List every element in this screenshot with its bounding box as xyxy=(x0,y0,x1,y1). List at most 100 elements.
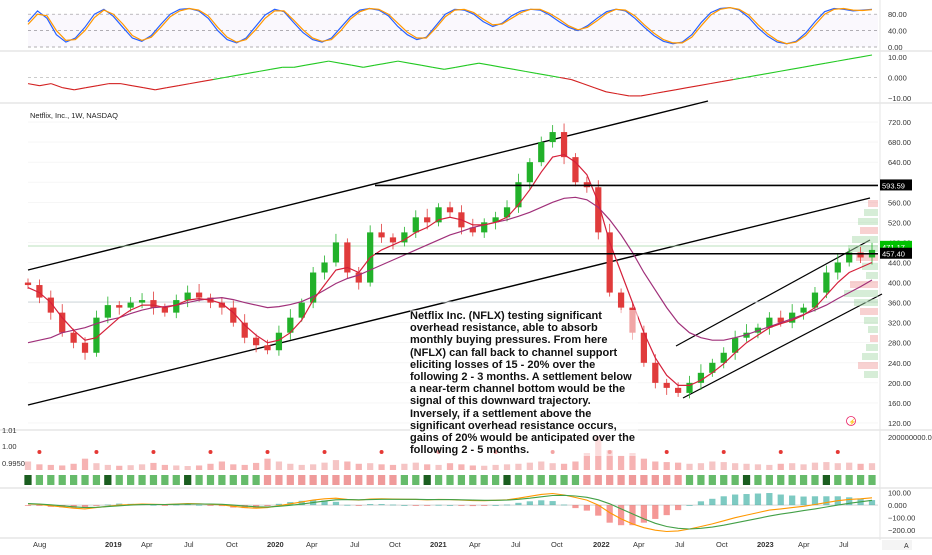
signal-strip-cell xyxy=(24,475,32,485)
volume-bar xyxy=(481,465,488,470)
signal-strip-cell xyxy=(138,475,146,485)
candle-body xyxy=(674,387,682,393)
momentum-segment xyxy=(409,62,422,66)
volume-bar xyxy=(116,465,123,470)
momentum-segment xyxy=(293,64,306,68)
macd-tick-label: 0.000 xyxy=(888,501,907,510)
volume-bar xyxy=(469,465,476,470)
macd-histogram-bar xyxy=(367,504,374,506)
volume-bar xyxy=(515,463,522,470)
momentum-segment xyxy=(663,89,676,93)
momentum-segment xyxy=(675,87,688,91)
symbol-label: Netflix, Inc., 1W, NASDAQ xyxy=(30,111,118,120)
volume-bar xyxy=(697,463,705,470)
momentum-segment xyxy=(814,62,826,66)
momentum-segment xyxy=(421,64,433,68)
volume-bar xyxy=(104,464,111,470)
volume-bar xyxy=(264,458,271,470)
signal-strip-cell xyxy=(47,475,55,485)
volume-bar xyxy=(47,464,54,470)
time-axis-label: 2021 xyxy=(430,540,447,549)
macd-histogram-bar xyxy=(492,505,499,506)
time-axis-label: 2022 xyxy=(593,540,610,549)
signal-strip-cell xyxy=(377,475,386,485)
volume-bar xyxy=(70,463,77,470)
macd-histogram-bar xyxy=(435,504,442,506)
momentum-segment xyxy=(536,72,549,76)
candle-body xyxy=(195,292,203,298)
momentum-segment xyxy=(328,60,341,64)
momentum-segment xyxy=(790,66,803,70)
time-axis-label: Oct xyxy=(716,540,729,549)
macd-histogram-bar xyxy=(709,498,716,506)
volume-bar xyxy=(207,463,214,470)
volume-bar xyxy=(629,453,636,470)
momentum-segment xyxy=(120,83,133,87)
candle-body xyxy=(230,307,237,323)
momentum-segment xyxy=(686,85,699,89)
volume-bar xyxy=(846,462,853,470)
momentum-segment xyxy=(143,87,156,91)
macd-histogram-bar xyxy=(173,504,180,506)
momentum-segment xyxy=(698,83,711,87)
volume-profile-bar xyxy=(862,263,878,270)
signal-strip-cell xyxy=(161,475,169,485)
ma-fast-line xyxy=(27,153,873,386)
macd-histogram-bar xyxy=(195,504,203,506)
signal-strip-cell xyxy=(594,475,602,485)
candle-body xyxy=(310,272,317,303)
volume-profile-bar xyxy=(860,308,878,315)
signal-strip-cell xyxy=(731,475,739,485)
volume-bar xyxy=(800,464,807,470)
volume-bar xyxy=(59,465,66,470)
candle-body xyxy=(572,157,579,183)
volume-bar xyxy=(743,463,750,470)
signal-strip-cell xyxy=(663,475,671,485)
signal-strip-cell xyxy=(765,475,773,485)
momentum-segment xyxy=(455,64,468,68)
signal-strip-cell xyxy=(549,475,557,485)
candle-body xyxy=(446,207,454,213)
momentum-segment xyxy=(247,70,260,74)
macd-histogram-bar xyxy=(652,505,659,519)
candle-body xyxy=(481,222,488,233)
macd-histogram-bar xyxy=(789,495,796,506)
signal-strip-cell xyxy=(286,475,294,485)
momentum-segment xyxy=(825,60,838,64)
volume-bar xyxy=(674,462,682,470)
volume-bar xyxy=(857,463,864,470)
volume-bar xyxy=(412,462,419,470)
volume-left-tick: 0.9950 xyxy=(2,459,25,468)
stochastic-tick-label: 40.00 xyxy=(888,27,907,36)
time-axis-label: Apr xyxy=(798,540,810,549)
resistance-badge-bg xyxy=(880,179,912,191)
signal-strip-cell xyxy=(799,475,808,485)
signal-strip-cell xyxy=(674,475,682,485)
signal-strip-cell xyxy=(708,475,716,485)
signal-strip-cell xyxy=(526,475,534,485)
time-axis-label: Apr xyxy=(633,540,645,549)
upper-channel-line xyxy=(27,100,709,271)
candle-body xyxy=(218,302,226,308)
volume-bar xyxy=(218,461,226,470)
momentum-segment xyxy=(444,66,456,70)
time-axis-label: Jul xyxy=(350,540,360,549)
candle-body xyxy=(834,262,841,273)
candle-body xyxy=(275,332,283,351)
candle-body xyxy=(549,132,556,143)
candle-body xyxy=(287,317,294,333)
momentum-tick-label: −10.00 xyxy=(888,94,911,103)
macd-histogram-bar xyxy=(481,505,488,506)
candle-body xyxy=(332,242,340,263)
macd-histogram-bar xyxy=(275,503,283,506)
signal-strip-cell xyxy=(332,475,340,485)
signal-strip-cell xyxy=(571,475,580,485)
volume-right-tick: 200000000.00 xyxy=(888,433,932,442)
momentum-segment xyxy=(594,87,607,93)
momentum-segment xyxy=(605,91,618,95)
volume-bar xyxy=(549,463,556,470)
candle-body xyxy=(789,312,796,323)
signal-strip-cell xyxy=(320,475,329,485)
signal-strip-cell xyxy=(275,475,283,485)
